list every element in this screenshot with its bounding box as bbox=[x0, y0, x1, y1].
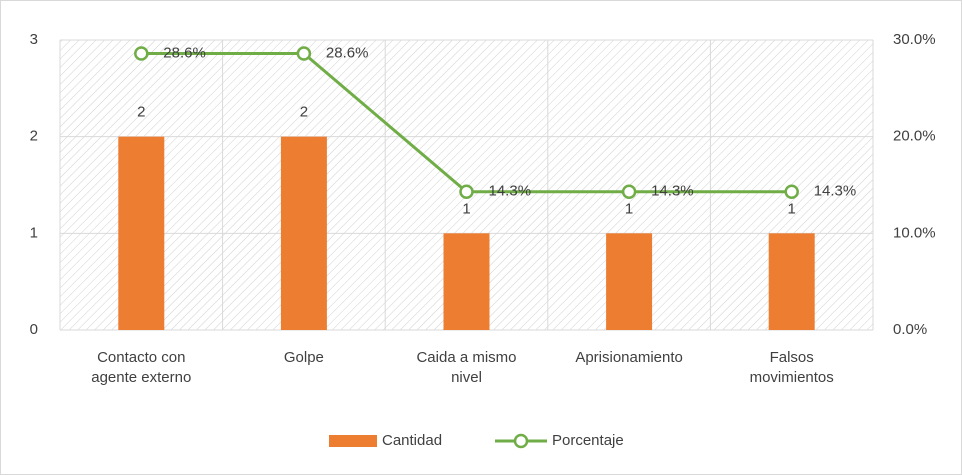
y-tick-label: 0 bbox=[30, 321, 38, 338]
line-marker bbox=[296, 46, 312, 61]
x-tick-label: Golpe bbox=[283, 349, 324, 366]
line-value-label: 14.3% bbox=[814, 183, 857, 200]
bar bbox=[118, 136, 165, 330]
bar-value-label: 1 bbox=[625, 200, 633, 217]
y2-tick-label: 30.0% bbox=[893, 31, 936, 48]
y-tick-label: 1 bbox=[30, 224, 38, 241]
bar-value-label: 1 bbox=[788, 200, 796, 217]
y-tick-label: 3 bbox=[30, 31, 38, 48]
legend-label: Porcentaje bbox=[552, 432, 624, 449]
bar-value-label: 2 bbox=[137, 104, 145, 121]
line-marker bbox=[621, 184, 637, 200]
legend-label: Cantidad bbox=[382, 432, 442, 449]
bar bbox=[768, 233, 815, 330]
legend-marker bbox=[513, 433, 529, 449]
x-tick-label: Aprisionamiento bbox=[575, 349, 683, 366]
line-marker bbox=[459, 184, 474, 200]
x-tick-label: Caida a mismo nivel bbox=[416, 349, 517, 386]
x-tick-label: Contacto con agente externo bbox=[91, 349, 192, 386]
line-value-label: 28.6% bbox=[326, 45, 369, 62]
legend-swatch bbox=[329, 435, 377, 447]
y-tick-label: 2 bbox=[30, 128, 38, 145]
y2-tick-label: 0.0% bbox=[893, 321, 927, 338]
line-marker bbox=[134, 46, 149, 61]
bar bbox=[443, 233, 490, 330]
bar bbox=[280, 136, 327, 330]
bar-value-label: 2 bbox=[300, 104, 308, 121]
y2-tick-label: 10.0% bbox=[893, 224, 936, 241]
x-tick-label: Falsos movimientos bbox=[749, 349, 834, 386]
line-value-label: 14.3% bbox=[489, 183, 532, 200]
bar bbox=[606, 233, 653, 330]
bar-value-label: 1 bbox=[462, 200, 470, 217]
line-value-label: 28.6% bbox=[163, 45, 206, 62]
line-marker bbox=[784, 184, 799, 200]
y2-tick-label: 20.0% bbox=[893, 128, 936, 145]
line-value-label: 14.3% bbox=[651, 183, 694, 200]
